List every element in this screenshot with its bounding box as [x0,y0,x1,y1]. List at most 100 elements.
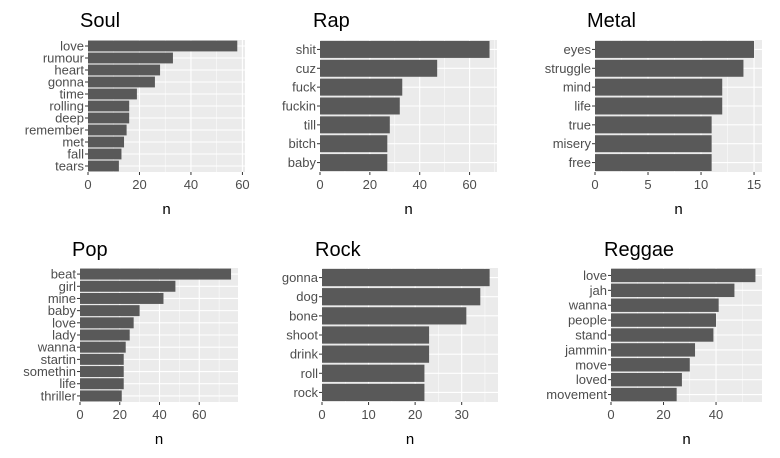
x-tick-label: 5 [644,177,651,192]
y-tick-label-gonna: gonna [48,75,85,90]
x-tick-label: 20 [113,407,127,422]
bar-soul-heart [88,64,161,76]
y-tick-label-jammin: jammin [564,342,607,357]
bar-soul-gonna [88,76,155,88]
panel-title-rock: Rock [315,239,362,261]
bar-pop-girl [80,280,176,292]
y-tick-label-movement: movement [546,387,607,402]
bar-soul-fall [88,148,122,160]
panel-reggae: Reggae lovejahwannapeoplestandjamminmovel… [546,239,762,448]
x-tick-label: 40 [709,407,723,422]
bar-rap-cuz [320,59,438,77]
x-tick-label: 40 [412,177,426,192]
bar-metal-mind [595,78,723,96]
bar-rap-shit [320,40,490,58]
bar-rock-rock [322,383,425,402]
panel-pop: Pop beatgirlminebabyloveladywannastartins… [23,239,238,448]
y-tick-label-girl: girl [59,279,76,294]
y-tick-label-tears: tears [55,159,84,174]
x-tick-label: 20 [132,177,146,192]
bar-soul-rolling [88,100,130,112]
y-tick-label-life: life [574,99,591,114]
y-tick-label-beat: beat [51,267,77,282]
y-tick-label-bone: bone [289,308,318,323]
bar-metal-eyes [595,40,755,58]
y-tick-label-heart: heart [54,63,84,78]
y-tick-label-deep: deep [55,111,84,126]
x-tick-label: 10 [361,407,375,422]
y-tick-label-move: move [575,357,607,372]
y-tick-label-shoot: shoot [286,328,318,343]
bar-rock-shoot [322,326,430,344]
bar-rap-fuckin [320,97,400,115]
y-tick-label-fall: fall [67,147,84,162]
y-tick-label-mind: mind [563,80,591,95]
x-tick-label: 0 [316,177,323,192]
panel-soul: Soul loverumourheartgonnatimerollingdeepr… [25,10,250,218]
y-tick-label-baby: baby [288,155,317,170]
bar-metal-life [595,97,723,115]
x-tick-label: 15 [747,177,761,192]
x-tick-label: 60 [192,407,206,422]
y-tick-label-rumour: rumour [43,51,85,66]
bar-rock-gonna [322,268,490,287]
bar-pop-mine [80,292,164,304]
y-tick-label-met: met [62,135,84,150]
bar-soul-remember [88,124,127,136]
y-tick-label-dog: dog [296,289,318,304]
x-axis-label-pop: n [155,431,163,448]
panel-metal: Metal eyes struggle mind life true misery free0… [545,10,762,218]
panel-title-pop: Pop [72,239,108,261]
y-tick-label-lady: lady [52,328,76,343]
bar-rock-drink [322,345,430,363]
bar-soul-deep [88,112,130,124]
y-tick-label-fuck: fuck [292,80,316,95]
bar-rock-dog [322,288,481,306]
bar-soul-rumour [88,52,173,64]
y-tick-label-jah: jah [589,283,607,298]
y-tick-label-free: free [569,155,591,170]
y-tick-label-love: love [60,39,84,54]
x-tick-label: 40 [152,407,166,422]
y-tick-label-stand: stand [575,328,607,343]
panel-title-rap: Rap [313,10,350,32]
bar-rock-bone [322,307,467,325]
bar-pop-wanna [80,341,126,353]
x-tick-label: 0 [318,407,325,422]
bar-metal-misery [595,135,712,153]
bar-rap-fuck [320,78,403,96]
bar-pop-startin [80,353,124,365]
bar-pop-baby [80,305,140,317]
x-tick-label: 20 [408,407,422,422]
x-tick-label: 60 [462,177,476,192]
bar-soul-met [88,136,125,148]
x-tick-label: 30 [454,407,468,422]
y-tick-label-mine: mine [48,291,76,306]
y-tick-label-life: life [59,376,76,391]
x-axis-label-reggae: n [682,431,690,448]
bar-pop-life [80,378,124,390]
y-tick-label-till: till [304,117,316,132]
bar-pop-thriller [80,390,122,402]
y-tick-label-bitch: bitch [289,136,316,151]
y-tick-label-startin: startin [41,352,76,367]
bar-reggae-movement [611,387,677,402]
x-tick-label: 20 [656,407,670,422]
x-tick-label: 40 [184,177,198,192]
y-tick-label-eyes: eyes [564,42,592,57]
y-tick-label-true: true [569,117,591,132]
bar-metal-struggle [595,59,744,77]
x-axis-label-rap: n [404,201,412,218]
bar-rap-till [320,116,390,134]
bar-pop-somethin [80,366,124,378]
panel-title-metal: Metal [587,10,636,32]
panel-rap: Rap shit cuz fuck fuckin till bitch baby 0 20 40 60… [282,10,497,218]
bar-pop-love [80,317,134,329]
y-tick-label-misery: misery [553,136,592,151]
y-tick-label-somethin: somethin [23,364,76,379]
bar-metal-free [595,154,712,172]
y-tick-label-shit: shit [296,42,317,57]
bar-soul-tears [88,160,119,172]
panel-title-reggae: Reggae [604,239,674,261]
y-tick-label-love: love [583,268,607,283]
